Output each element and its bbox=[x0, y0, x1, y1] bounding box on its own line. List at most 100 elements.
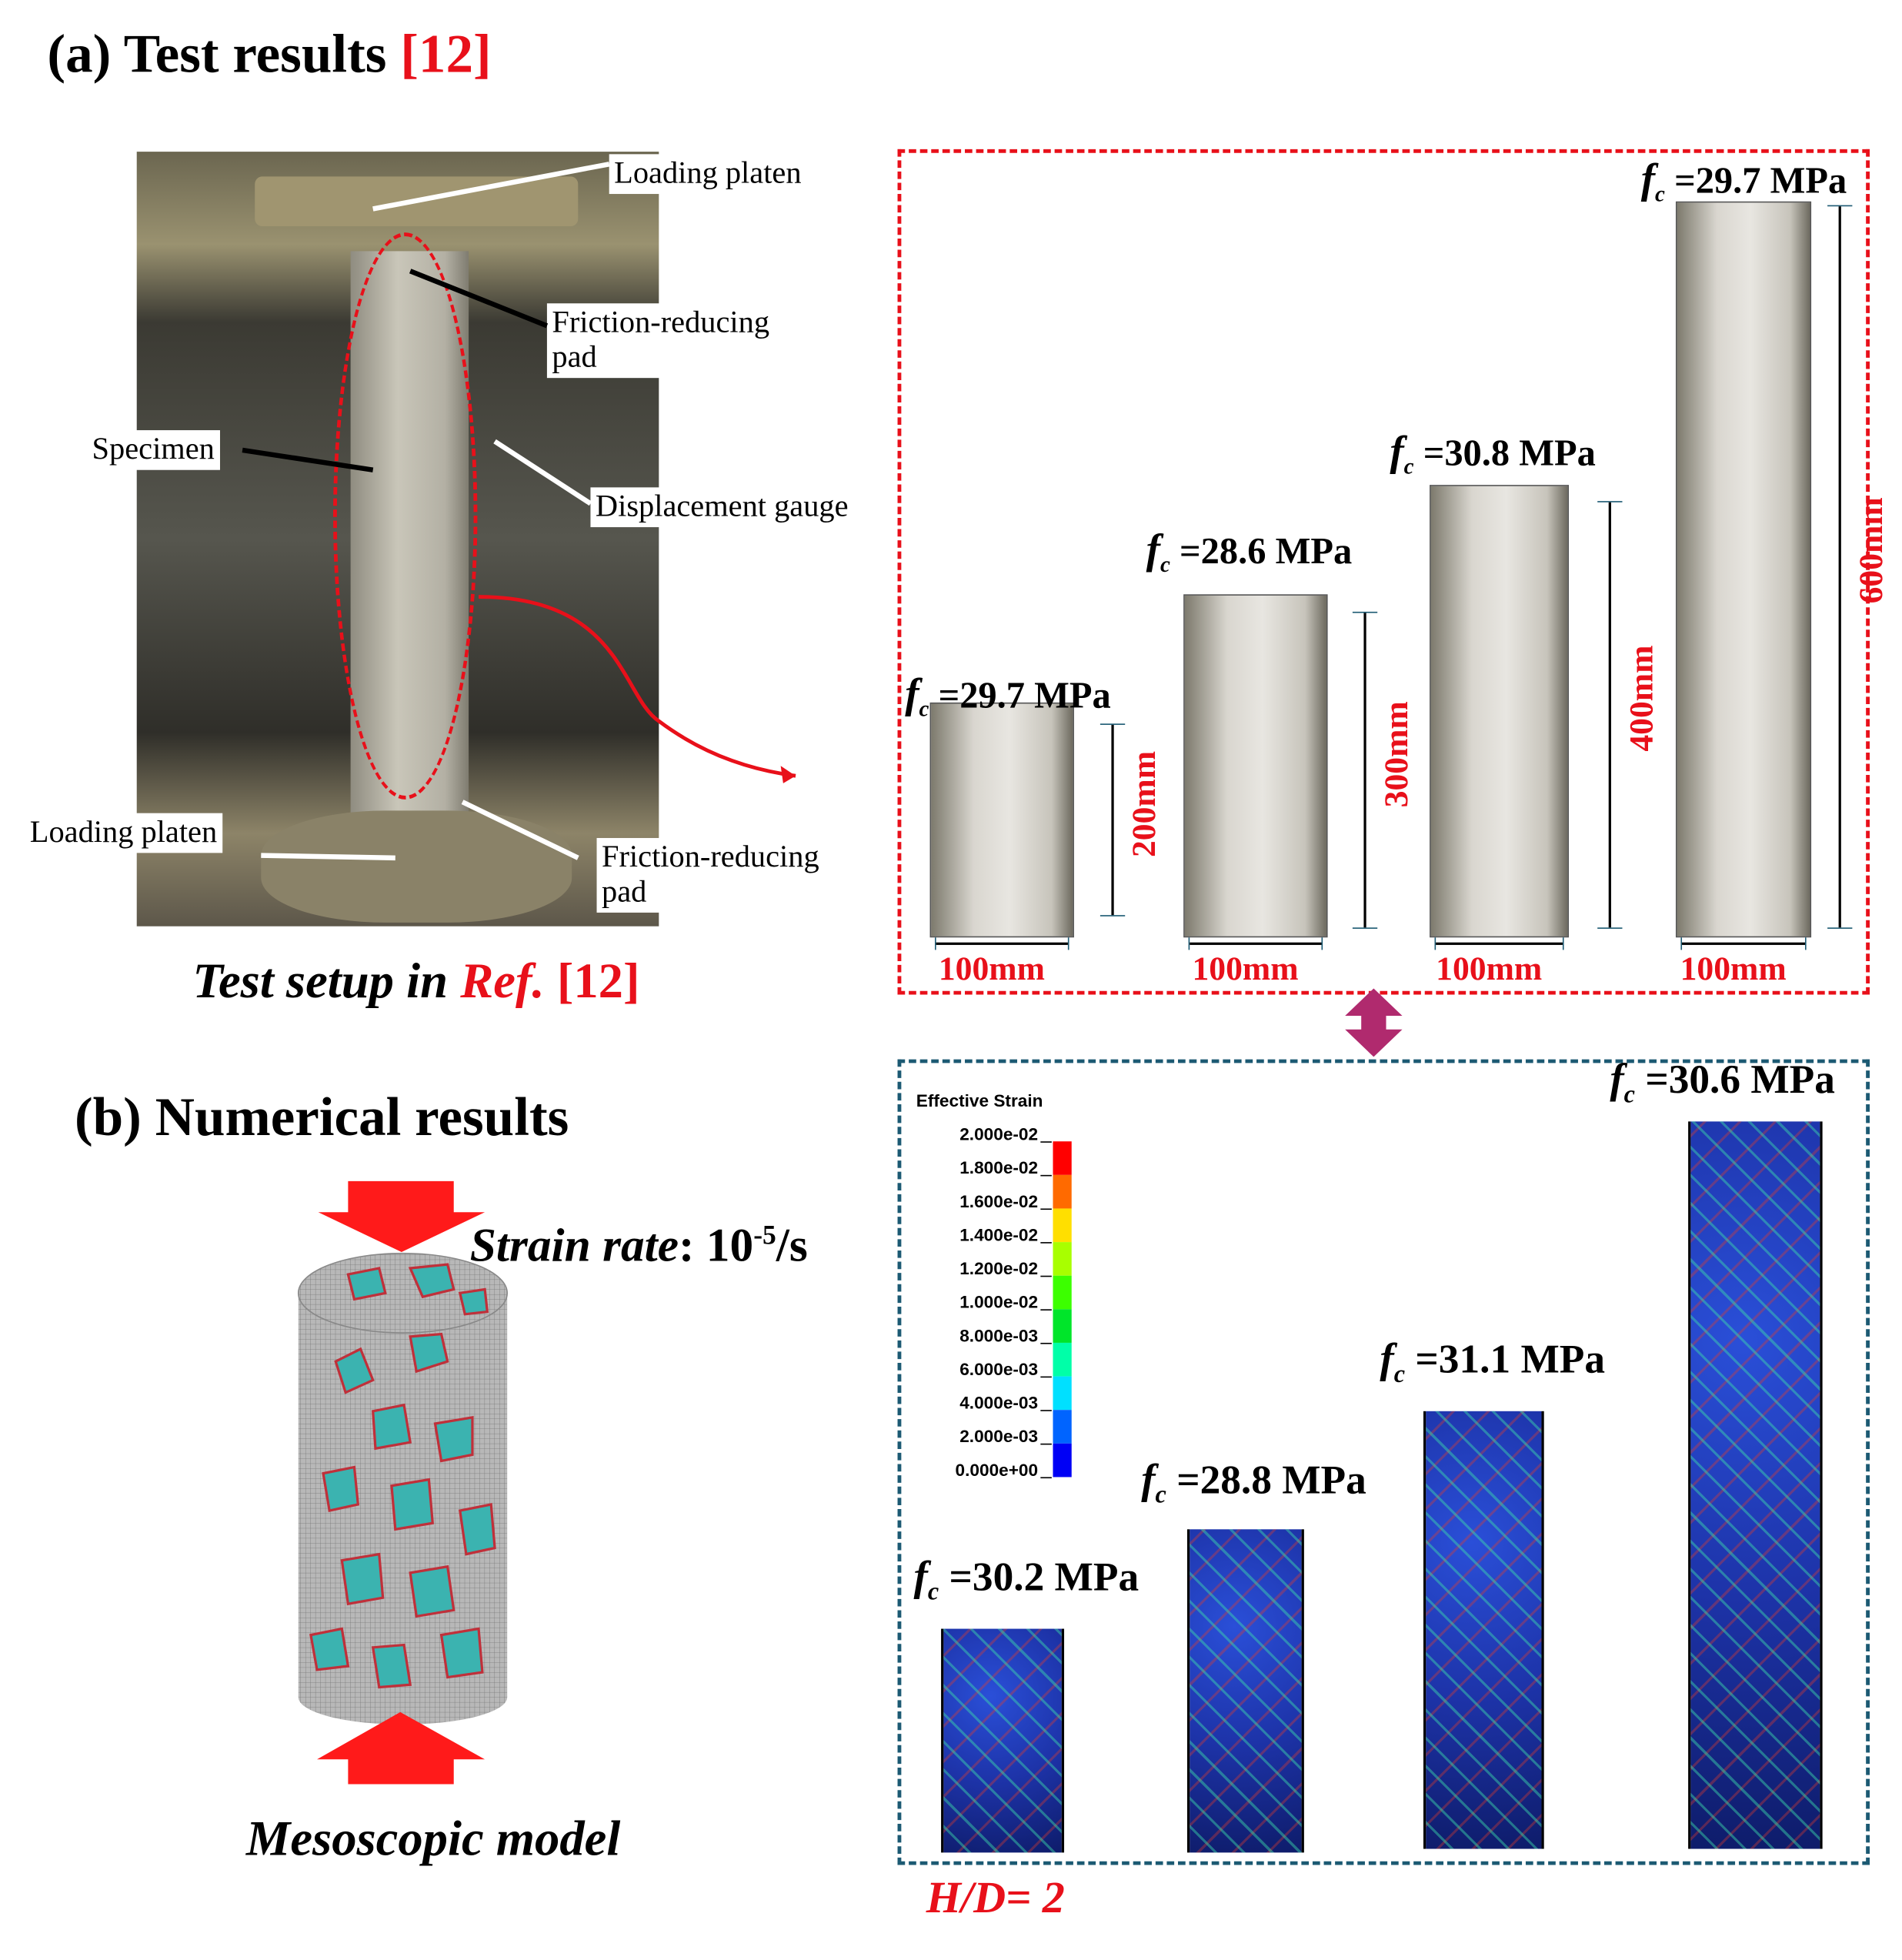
caption-ref: Ref. bbox=[460, 952, 545, 1009]
callout-arrows bbox=[242, 162, 796, 861]
width-dimension-line bbox=[1188, 937, 1323, 950]
label-loading-platen-top: Loading platen bbox=[609, 154, 807, 195]
arrow-icon bbox=[461, 800, 579, 860]
strength-value: =28.6 MPa bbox=[1180, 530, 1353, 573]
label-specimen: Specimen bbox=[87, 430, 220, 470]
legend-color-swatch bbox=[1053, 1376, 1072, 1411]
width-dimension-line bbox=[1680, 937, 1807, 950]
numerical-specimen-contour bbox=[941, 1628, 1065, 1853]
legend-tick bbox=[1040, 1376, 1052, 1378]
width-dimension-line bbox=[935, 937, 1069, 950]
label-friction-pad-bottom: Friction-reducing pad bbox=[596, 837, 825, 913]
width-dimension: 100mm bbox=[1436, 950, 1543, 987]
strain-rate-label: Strain rate: 10-5/s bbox=[470, 1218, 808, 1273]
panel-b-title: (b) Numerical results bbox=[74, 1087, 569, 1148]
legend-tick-label: 1.800e-02 bbox=[959, 1157, 1039, 1178]
mesoscopic-model-caption: Mesoscopic model bbox=[245, 1810, 621, 1867]
panel-a-title-text: (a) Test results bbox=[47, 23, 401, 85]
legend-color-swatch bbox=[1053, 1242, 1072, 1276]
test-specimen-strength: fc =29.7 MPa bbox=[905, 671, 1111, 722]
legend-tick-label: 1.600e-02 bbox=[959, 1190, 1039, 1211]
test-specimen-photo bbox=[1675, 201, 1812, 938]
legend-tick bbox=[1040, 1342, 1052, 1344]
test-specimen-strength: fc =29.7 MPa bbox=[1640, 156, 1847, 207]
height-dimension-line bbox=[1099, 723, 1126, 917]
label-displacement-gauge: Displacement gauge bbox=[590, 487, 854, 528]
width-dimension: 100mm bbox=[1680, 950, 1787, 987]
label-text: Friction-reducing bbox=[552, 306, 770, 340]
strength-value: =30.6 MPa bbox=[1645, 1057, 1835, 1104]
numerical-specimen-strength: fc =28.8 MPa bbox=[1141, 1457, 1366, 1509]
legend-color-swatch bbox=[1053, 1309, 1072, 1343]
height-dimension: 200mm bbox=[1125, 750, 1163, 857]
arrow-icon bbox=[372, 162, 610, 212]
label-text: pad bbox=[601, 875, 647, 910]
caption-num: [12] bbox=[544, 952, 640, 1009]
test-specimen-strength: fc =30.8 MPa bbox=[1390, 429, 1596, 479]
red-connector-arrow-icon bbox=[479, 595, 796, 778]
numerical-specimen-contour bbox=[1688, 1121, 1823, 1849]
strength-value: =28.8 MPa bbox=[1176, 1458, 1366, 1504]
legend-tick-label: 2.000e-02 bbox=[959, 1124, 1039, 1144]
numerical-specimen-contour bbox=[1423, 1411, 1544, 1849]
hd-ratio-label: H/D= 2 bbox=[926, 1872, 1065, 1922]
legend-tick bbox=[1040, 1477, 1052, 1479]
arrow-icon bbox=[261, 853, 395, 861]
legend-tick bbox=[1040, 1174, 1052, 1177]
legend-tick-label: 4.000e-03 bbox=[959, 1392, 1039, 1413]
arrow-icon bbox=[493, 439, 592, 506]
height-dimension-line bbox=[1352, 611, 1378, 929]
strength-value: =29.7 MPa bbox=[938, 675, 1111, 716]
test-specimen-strength: fc =28.6 MPa bbox=[1146, 527, 1353, 577]
mesoscopic-model bbox=[297, 1180, 509, 1785]
strength-value: =29.7 MPa bbox=[1674, 160, 1847, 202]
height-dimension-line bbox=[1597, 501, 1623, 929]
legend-color-swatch bbox=[1053, 1141, 1072, 1175]
width-dimension: 100mm bbox=[938, 950, 1045, 987]
height-dimension: 300mm bbox=[1377, 700, 1415, 807]
legend-color-swatch bbox=[1053, 1443, 1072, 1478]
legend-tick bbox=[1040, 1410, 1052, 1411]
legend-color-swatch bbox=[1053, 1275, 1072, 1310]
legend-tick bbox=[1040, 1443, 1052, 1445]
legend-tick bbox=[1040, 1309, 1052, 1311]
numerical-specimen-contour bbox=[1186, 1529, 1304, 1853]
legend-color-swatch bbox=[1053, 1208, 1072, 1243]
legend-tick-label: 6.000e-03 bbox=[959, 1358, 1039, 1379]
test-results-box bbox=[897, 149, 1870, 995]
strain-rate-unit: /s bbox=[776, 1220, 808, 1272]
test-setup-photo bbox=[136, 152, 659, 927]
test-setup-caption: Test setup in Ref. [12] bbox=[192, 951, 639, 1010]
strength-value: =30.2 MPa bbox=[949, 1555, 1140, 1601]
height-dimension-line bbox=[1827, 205, 1853, 929]
numerical-results-box bbox=[897, 1059, 1870, 1865]
height-dimension: 400mm bbox=[1622, 645, 1660, 752]
load-arrow-down-icon bbox=[318, 1180, 486, 1253]
test-specimen-photo bbox=[1183, 594, 1328, 938]
legend-tick bbox=[1040, 1275, 1052, 1277]
legend-tick-label: 2.000e-03 bbox=[959, 1426, 1039, 1447]
legend-tick bbox=[1040, 1141, 1052, 1143]
strain-rate-text: Strain rate bbox=[469, 1220, 679, 1272]
legend-color-swatch bbox=[1053, 1174, 1072, 1209]
test-specimen-photo bbox=[1430, 485, 1570, 938]
legend-tick-label: 8.000e-03 bbox=[959, 1325, 1039, 1346]
legend-title: Effective Strain bbox=[916, 1090, 1043, 1110]
label-friction-pad-top: Friction-reducing pad bbox=[546, 303, 775, 379]
numerical-specimen-strength: fc =31.1 MPa bbox=[1380, 1336, 1605, 1389]
height-dimension: 600mm bbox=[1852, 497, 1890, 604]
legend-tick-label: 0.000e+00 bbox=[955, 1459, 1039, 1480]
legend-tick-label: 1.400e-02 bbox=[959, 1224, 1039, 1245]
numerical-specimen-strength: fc =30.6 MPa bbox=[1610, 1057, 1835, 1109]
strength-value: =30.8 MPa bbox=[1423, 432, 1596, 474]
numerical-specimen-strength: fc =30.2 MPa bbox=[913, 1554, 1140, 1606]
legend-color-swatch bbox=[1053, 1410, 1072, 1444]
arrow-icon bbox=[409, 269, 549, 329]
width-dimension-line bbox=[1434, 937, 1564, 950]
panel-a-ref: [12] bbox=[400, 23, 492, 85]
strength-value: =31.1 MPa bbox=[1415, 1337, 1605, 1383]
double-arrow-icon bbox=[1345, 988, 1403, 1057]
legend-tick-label: 1.000e-02 bbox=[959, 1291, 1039, 1312]
highlight-ellipse bbox=[333, 232, 478, 800]
label-loading-platen-bottom: Loading platen bbox=[25, 813, 222, 853]
